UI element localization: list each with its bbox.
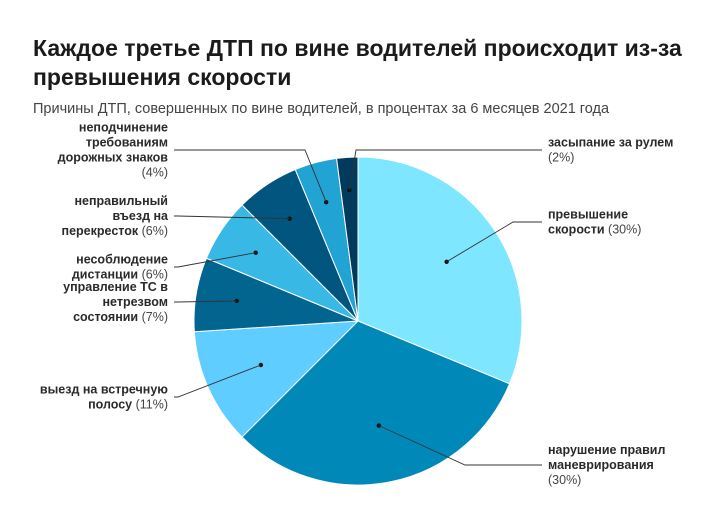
slice-label-неправильный-въезд-на-перекресток: неправильный въезд на перекресток (6%): [62, 194, 169, 238]
slice-label-несоблюдение-дистанции: несоблюдение дистанции (6%): [72, 253, 168, 282]
chart-subtitle: Причины ДТП, совершенных по вине водител…: [33, 101, 610, 117]
slice-label-управление-ТС-в-нетрезвом-состоянии: управление ТС в нетрезвом состоянии (7%): [63, 280, 168, 324]
leader-lines: [174, 149, 542, 466]
leader-line-6: [174, 215, 290, 220]
pie-slice-2: [241, 320, 511, 486]
leader-line-3: [174, 364, 262, 398]
pie-slice-3: [193, 320, 360, 438]
chart-title: Каждое третье ДТП по вине водителей прои…: [33, 35, 682, 90]
leader-dot-8: [347, 187, 352, 193]
slice-label-засыпание-за-рулем: засыпание за рулем (2%): [548, 136, 673, 165]
leader-line-4: [174, 300, 237, 303]
leader-line-2: [378, 425, 542, 466]
leader-dot-1: [444, 259, 449, 264]
leader-line-7: [174, 149, 327, 203]
slice-label-превышение-скорости: превышение скорости (30%): [548, 208, 641, 237]
slice-labels: превышение скорости (30%) нарушение правил…: [40, 121, 673, 488]
pie-slices: [193, 156, 523, 486]
leader-line-1: [446, 221, 542, 263]
leader-line-5: [174, 252, 256, 268]
pie-slice-8: [336, 156, 359, 322]
slice-label-неподчинение-требованиям-дорожных-знаков: неподчинение требованиям дорожных знаков (4…: [58, 121, 169, 180]
slice-label-нарушение-правил-маневрирования: нарушение правил маневрирования (30%): [548, 443, 665, 487]
leader-line-8: [348, 149, 542, 191]
slice-label-выезд-на-встречную-полосу: выезд на встречную полосу (11%): [40, 383, 168, 412]
pie-slice-1: [357, 156, 523, 385]
